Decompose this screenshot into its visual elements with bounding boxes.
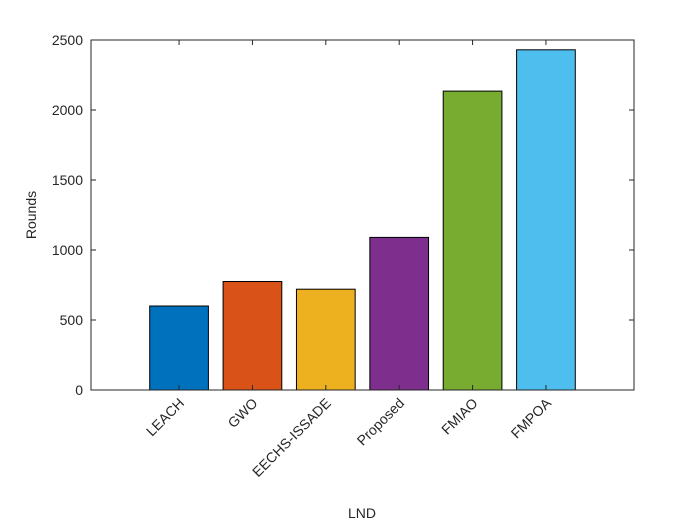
y-tick-label: 500 xyxy=(60,312,84,328)
bar xyxy=(222,281,283,391)
axes-box xyxy=(90,39,635,391)
y-tick-label: 2500 xyxy=(52,32,83,48)
y-tick-label: 1000 xyxy=(52,242,83,258)
bar xyxy=(442,90,503,391)
y-tick-label: 1500 xyxy=(52,172,83,188)
bar xyxy=(295,288,356,391)
x-axis-label: LND xyxy=(348,505,376,521)
bar xyxy=(369,236,430,391)
bar xyxy=(516,49,576,391)
y-tick-label: 0 xyxy=(75,382,83,398)
y-axis-label: Rounds xyxy=(23,191,39,239)
bar xyxy=(149,305,209,391)
y-tick-label: 2000 xyxy=(52,102,83,118)
